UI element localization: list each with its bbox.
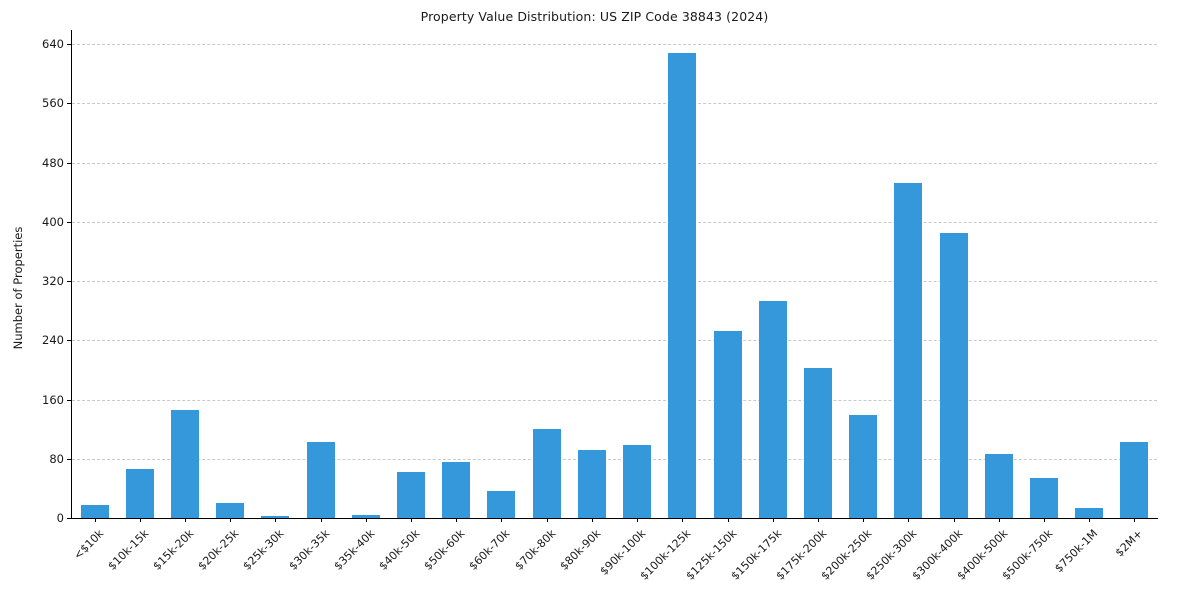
bar[interactable] (1029, 478, 1058, 518)
x-tick-mark (637, 518, 639, 522)
bar[interactable] (577, 449, 606, 518)
x-tick-mark (94, 518, 96, 522)
bar[interactable] (442, 461, 471, 518)
x-tick-mark (456, 518, 458, 522)
x-axis-line (71, 518, 1158, 519)
y-tick-mark (67, 518, 71, 519)
x-tick-mark (365, 518, 367, 522)
y-tick-mark (67, 399, 71, 401)
bar[interactable] (1075, 507, 1104, 518)
y-tick-mark (67, 44, 71, 45)
bar[interactable] (984, 454, 1013, 518)
bar[interactable] (80, 505, 109, 518)
bar[interactable] (939, 232, 968, 518)
plot-area (72, 44, 1157, 518)
bar[interactable] (487, 490, 516, 518)
y-tick-label: 480 (42, 155, 64, 170)
y-tick-mark (67, 103, 71, 105)
x-tick-mark (817, 518, 819, 522)
x-tick-mark (591, 518, 593, 522)
x-tick-mark (411, 518, 413, 522)
x-tick-mark (727, 518, 729, 522)
x-tick-mark (1043, 518, 1045, 522)
y-tick-label: 400 (42, 214, 64, 229)
x-tick-mark (139, 518, 141, 522)
chart-title: Property Value Distribution: US ZIP Code… (420, 9, 769, 24)
x-tick-mark (501, 518, 503, 522)
y-tick-label: 320 (42, 274, 64, 288)
gridline (72, 399, 1157, 401)
x-tick-mark (1089, 518, 1091, 522)
y-tick-label: 160 (42, 392, 64, 407)
gridline (72, 44, 1157, 45)
bar[interactable] (623, 444, 652, 518)
bar[interactable] (397, 472, 426, 518)
x-tick-mark (185, 518, 187, 522)
x-tick-mark (275, 518, 277, 522)
x-tick-mark (546, 518, 548, 522)
gridline (72, 458, 1157, 460)
x-tick-mark (320, 518, 322, 522)
x-tick-mark (1134, 518, 1136, 522)
y-tick-mark (67, 281, 71, 282)
bar[interactable] (668, 52, 697, 518)
x-tick-mark (230, 518, 232, 522)
gridline (72, 103, 1157, 105)
x-tick-mark (908, 518, 910, 522)
y-tick-mark (67, 162, 71, 164)
bar[interactable] (758, 301, 787, 518)
y-tick-mark (67, 340, 71, 342)
bar[interactable] (351, 515, 380, 518)
bar[interactable] (849, 415, 878, 518)
y-axis-line (71, 30, 72, 518)
x-tick-mark (863, 518, 865, 522)
x-tick-mark (953, 518, 955, 522)
bar[interactable] (713, 330, 742, 518)
bar[interactable] (261, 515, 290, 518)
bar[interactable] (306, 442, 335, 518)
bar[interactable] (1120, 441, 1149, 518)
y-tick-label: 80 (49, 451, 64, 466)
x-tick-mark (682, 518, 684, 522)
bar[interactable] (125, 469, 154, 518)
x-tick-mark (772, 518, 774, 522)
gridline (72, 162, 1157, 164)
gridline (72, 221, 1157, 223)
y-tick-label: 0 (56, 511, 64, 525)
y-tick-label: 560 (42, 96, 64, 111)
gridline (72, 340, 1157, 342)
y-tick-mark (67, 458, 71, 460)
bar[interactable] (171, 409, 200, 518)
bar[interactable] (803, 367, 832, 518)
bar[interactable] (532, 429, 561, 518)
bar[interactable] (894, 182, 923, 518)
gridline (72, 281, 1157, 282)
y-tick-label: 640 (42, 37, 64, 51)
y-tick-mark (67, 221, 71, 223)
bar[interactable] (216, 503, 245, 518)
y-tick-label: 240 (42, 333, 64, 348)
x-tick-mark (998, 518, 1000, 522)
